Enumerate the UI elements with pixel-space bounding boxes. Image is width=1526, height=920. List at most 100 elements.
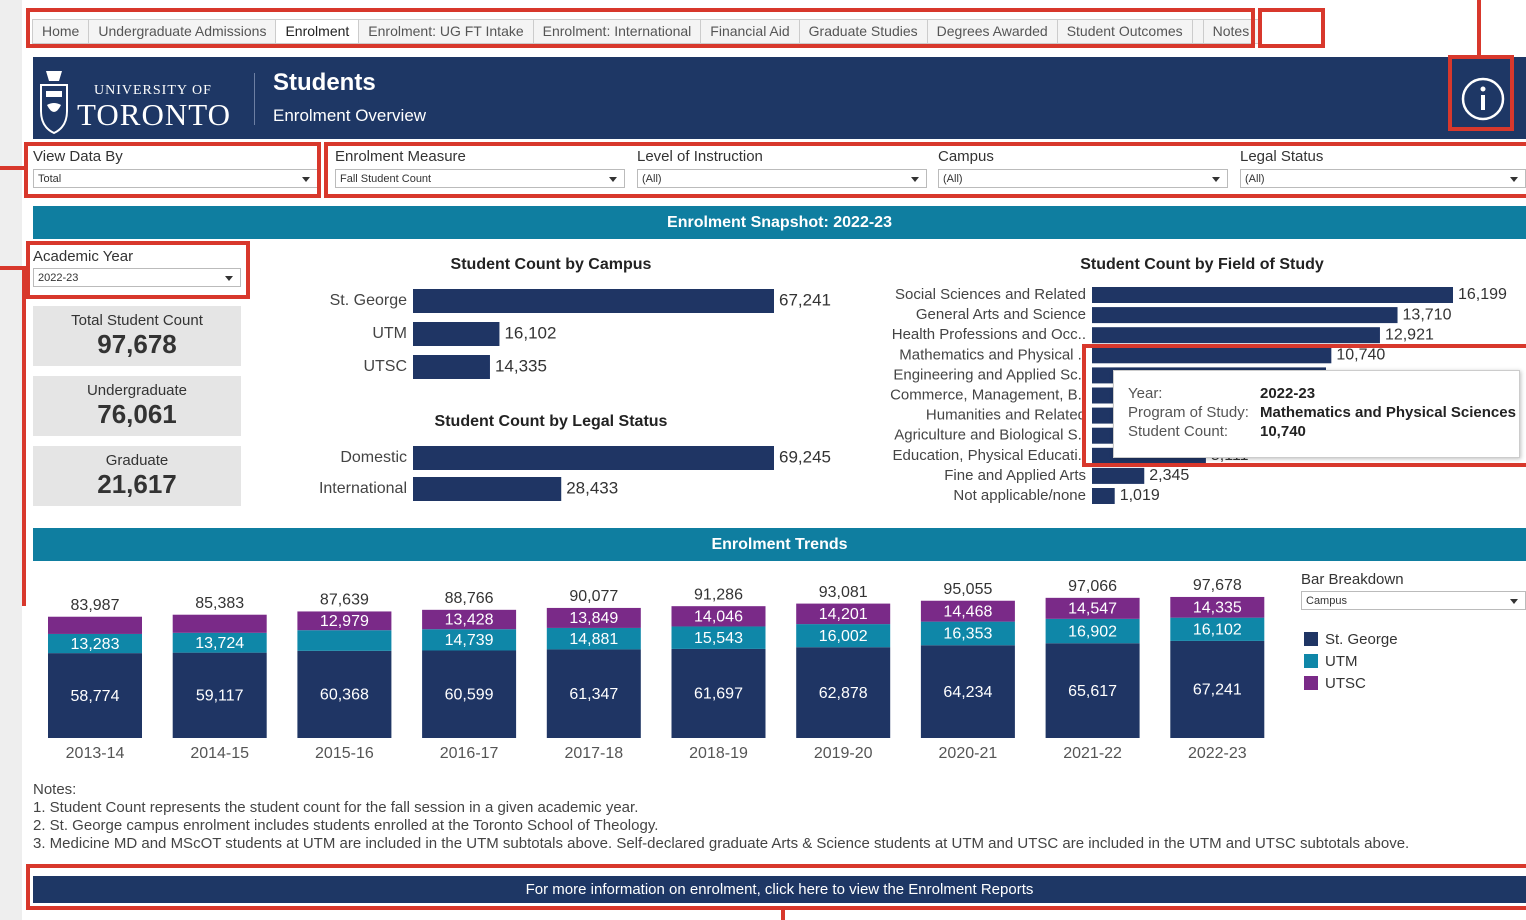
value-label: 28,433 bbox=[566, 478, 618, 497]
kpi-card: Undergraduate 76,061 bbox=[33, 376, 241, 436]
footer-link[interactable]: For more information on enrolment, click… bbox=[33, 876, 1526, 903]
bar bbox=[413, 477, 562, 501]
trends-banner: Enrolment Trends bbox=[33, 528, 1526, 561]
highlight-box bbox=[324, 142, 1526, 198]
bar-segment bbox=[1045, 643, 1140, 738]
x-tick-label: 2019-20 bbox=[814, 745, 873, 762]
bar-segment bbox=[1170, 640, 1265, 738]
tab[interactable]: Financial Aid bbox=[701, 20, 800, 43]
category-label: Health Professions and Occ.. bbox=[892, 326, 1086, 343]
x-tick-label: 2021-22 bbox=[1063, 745, 1122, 762]
segment-label: 16,102 bbox=[1193, 621, 1242, 638]
category-label: Domestic bbox=[340, 449, 407, 466]
filter-label: Bar Breakdown bbox=[1301, 571, 1404, 588]
total-label: 88,766 bbox=[445, 590, 494, 607]
bar bbox=[1092, 467, 1145, 484]
filter-label: Legal Status bbox=[1240, 148, 1324, 165]
category-label: Fine and Applied Arts bbox=[944, 467, 1086, 484]
segment-label: 15,543 bbox=[694, 630, 743, 647]
highlight-box bbox=[26, 8, 1255, 48]
segment-label: 14,881 bbox=[569, 631, 618, 648]
filter: Legal Status (All) bbox=[1240, 148, 1526, 192]
bar bbox=[413, 289, 774, 313]
note-line: 3. Medicine MD and MScOT students at UTM… bbox=[33, 835, 1410, 852]
category-label: Not applicable/none bbox=[953, 487, 1086, 504]
total-label: 87,639 bbox=[320, 592, 369, 609]
filter-label: Campus bbox=[938, 148, 994, 165]
dropdown[interactable]: (All) bbox=[1240, 169, 1526, 188]
breakdown-filter: Bar Breakdown Campus bbox=[1301, 571, 1526, 613]
academic-year-filter: Academic Year 2022-23 bbox=[33, 248, 241, 292]
segment-label: 14,046 bbox=[694, 609, 743, 626]
x-tick-label: 2022-23 bbox=[1188, 745, 1247, 762]
total-label: 90,077 bbox=[569, 588, 618, 605]
tab[interactable]: Degrees Awarded bbox=[928, 20, 1058, 43]
value-label: 12,921 bbox=[1385, 326, 1434, 343]
tab[interactable]: Home bbox=[33, 20, 90, 43]
bar-segment bbox=[422, 629, 517, 651]
tooltip-value: 10,740 bbox=[1260, 423, 1306, 440]
category-label: Humanities and Related bbox=[926, 407, 1086, 424]
dropdown[interactable]: 2022-23 bbox=[33, 268, 241, 287]
toronto: TORONTO bbox=[77, 97, 231, 132]
dropdown[interactable]: (All) bbox=[637, 169, 927, 188]
x-tick-label: 2017-18 bbox=[564, 745, 623, 762]
segment-label: 62,878 bbox=[819, 685, 868, 702]
highlight-line bbox=[0, 266, 26, 606]
subtitle: Enrolment Overview bbox=[273, 106, 427, 125]
bar bbox=[1092, 307, 1398, 324]
segment-label: 60,368 bbox=[320, 687, 369, 704]
kpi-label: Undergraduate bbox=[86, 382, 188, 399]
header: UNIVERSITY OF TORONTO Students Enrolment… bbox=[33, 57, 1526, 139]
bar-segment bbox=[796, 647, 891, 738]
bar-segment bbox=[546, 649, 641, 738]
total-label: 83,987 bbox=[71, 597, 120, 614]
highlight-box bbox=[26, 864, 1526, 910]
x-tick-label: 2013-14 bbox=[66, 745, 125, 762]
category-label: Education, Physical Educati.. bbox=[893, 447, 1086, 464]
segment-label: 14,335 bbox=[1193, 600, 1242, 617]
bar-segment bbox=[48, 653, 142, 738]
bar-segment bbox=[546, 607, 641, 628]
dropdown[interactable]: Fall Student Count bbox=[335, 169, 625, 188]
tab[interactable]: Student Outcomes bbox=[1058, 20, 1193, 43]
bar bbox=[413, 355, 490, 379]
segment-label: 60,599 bbox=[445, 686, 494, 703]
notes: Notes: 1. Student Count represents the s… bbox=[33, 781, 1409, 853]
bar-segment bbox=[48, 616, 142, 634]
category-label: Commerce, Management, B.. bbox=[890, 386, 1086, 403]
segment-label: 12,979 bbox=[320, 613, 369, 630]
x-tick-label: 2014-15 bbox=[190, 745, 249, 762]
dropdown[interactable]: Total bbox=[33, 169, 318, 188]
kpi-value: 76,061 bbox=[97, 399, 177, 429]
highlight-box bbox=[1082, 344, 1526, 467]
dropdown[interactable]: (All) bbox=[938, 169, 1228, 188]
filter-label: View Data By bbox=[33, 148, 123, 165]
bar-segment bbox=[297, 630, 392, 651]
category-label: Mathematics and Physical .. bbox=[899, 346, 1086, 363]
segment-label: 61,347 bbox=[569, 686, 618, 703]
tab[interactable]: Graduate Studies bbox=[800, 20, 928, 43]
total-label: 97,678 bbox=[1193, 577, 1242, 594]
tab[interactable]: Enrolment: UG FT Intake bbox=[359, 20, 534, 43]
info-icon[interactable] bbox=[1460, 76, 1506, 122]
total-label: 97,066 bbox=[1068, 578, 1117, 595]
bar-segment bbox=[546, 627, 641, 650]
tab[interactable]: Undergraduate Admissions bbox=[89, 20, 277, 43]
highlight-box bbox=[1448, 55, 1514, 131]
x-tick-label: 2018-19 bbox=[689, 745, 748, 762]
dropdown[interactable]: Campus bbox=[1301, 591, 1526, 610]
bar-segment bbox=[297, 611, 392, 631]
bar-segment bbox=[796, 603, 891, 625]
tab[interactable]: Enrolment: International bbox=[534, 20, 702, 43]
bar-segment bbox=[422, 650, 517, 738]
segment-label: 14,201 bbox=[819, 606, 868, 623]
tab[interactable]: Enrolment bbox=[276, 20, 360, 43]
chart-title: Student Count by Legal Status bbox=[435, 413, 668, 430]
legend-label: UTM bbox=[1325, 653, 1358, 670]
segment-label: 65,617 bbox=[1068, 683, 1117, 700]
segment-label: 59,117 bbox=[196, 688, 244, 705]
value-label: 13,710 bbox=[1403, 306, 1452, 323]
category-label: General Arts and Science bbox=[916, 306, 1086, 323]
bar-segment bbox=[422, 609, 517, 630]
